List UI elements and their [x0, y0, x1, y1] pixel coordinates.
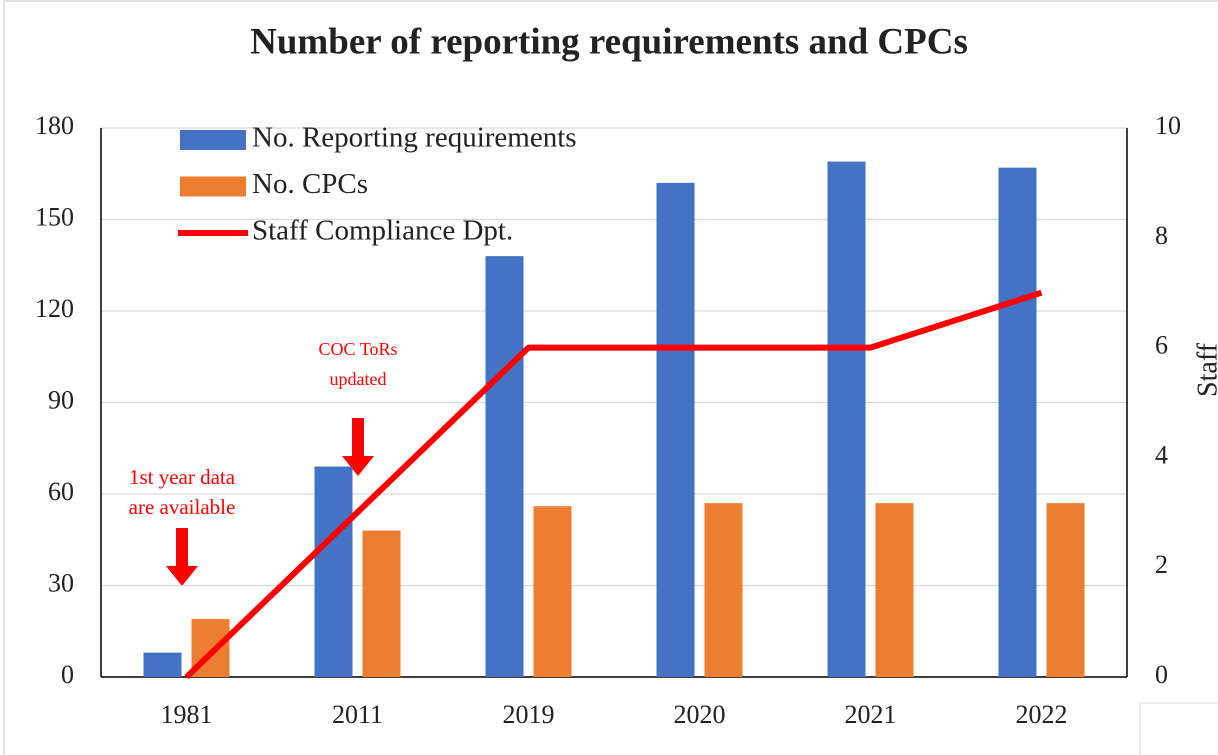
bar: [875, 503, 914, 677]
annotation: are available: [129, 495, 236, 519]
y2-tick-label: 0: [1155, 660, 1168, 689]
bar: [314, 466, 353, 677]
x-tick-label: 2020: [674, 700, 726, 729]
arrow: [166, 528, 198, 586]
y2-axis-label: Staff: [1192, 342, 1218, 397]
annotation: COC ToRs: [319, 339, 398, 359]
bar: [143, 652, 182, 677]
x-tick-label: 2022: [1016, 700, 1068, 729]
legend-swatch: [180, 176, 246, 197]
bar: [998, 167, 1037, 677]
bar: [704, 503, 743, 677]
bar: [827, 161, 866, 678]
annotation: updated: [330, 369, 387, 389]
x-tick-label: 2011: [332, 700, 383, 729]
legend-label: No. CPCs: [252, 168, 368, 200]
legend-label: No. Reporting requirements: [252, 122, 577, 154]
y2-tick-label: 6: [1155, 331, 1168, 360]
bar: [362, 530, 401, 677]
y-tick-label: 30: [48, 568, 74, 597]
y-tick-label: 0: [61, 660, 74, 689]
x-tick-label: 2019: [503, 700, 555, 729]
y-tick-label: 90: [48, 385, 74, 414]
y-tick-label: 120: [35, 294, 74, 323]
arrow: [342, 418, 374, 476]
y2-tick-label: 2: [1155, 550, 1168, 579]
y2-tick-label: 8: [1155, 221, 1168, 250]
legend-label: Staff Compliance Dpt.: [252, 215, 513, 247]
legend-swatch: [180, 130, 246, 150]
corner-box: [1139, 702, 1218, 755]
bar: [1046, 503, 1085, 677]
y-tick-label: 180: [35, 111, 74, 140]
bar: [656, 182, 695, 677]
y2-tick-label: 4: [1155, 440, 1168, 469]
line: [184, 289, 1043, 680]
y-tick-label: 60: [48, 477, 74, 506]
chart-border: [3, 0, 1218, 755]
annotation: 1st year data: [129, 465, 236, 489]
bar: [533, 506, 572, 677]
chart-title: Number of reporting requirements and CPC…: [250, 21, 968, 62]
bar: [485, 256, 524, 677]
y2-tick-label: 10: [1155, 111, 1181, 140]
x-tick-label: 2021: [845, 700, 897, 729]
x-tick-label: 1981: [161, 700, 213, 729]
y-tick-label: 150: [35, 202, 74, 231]
